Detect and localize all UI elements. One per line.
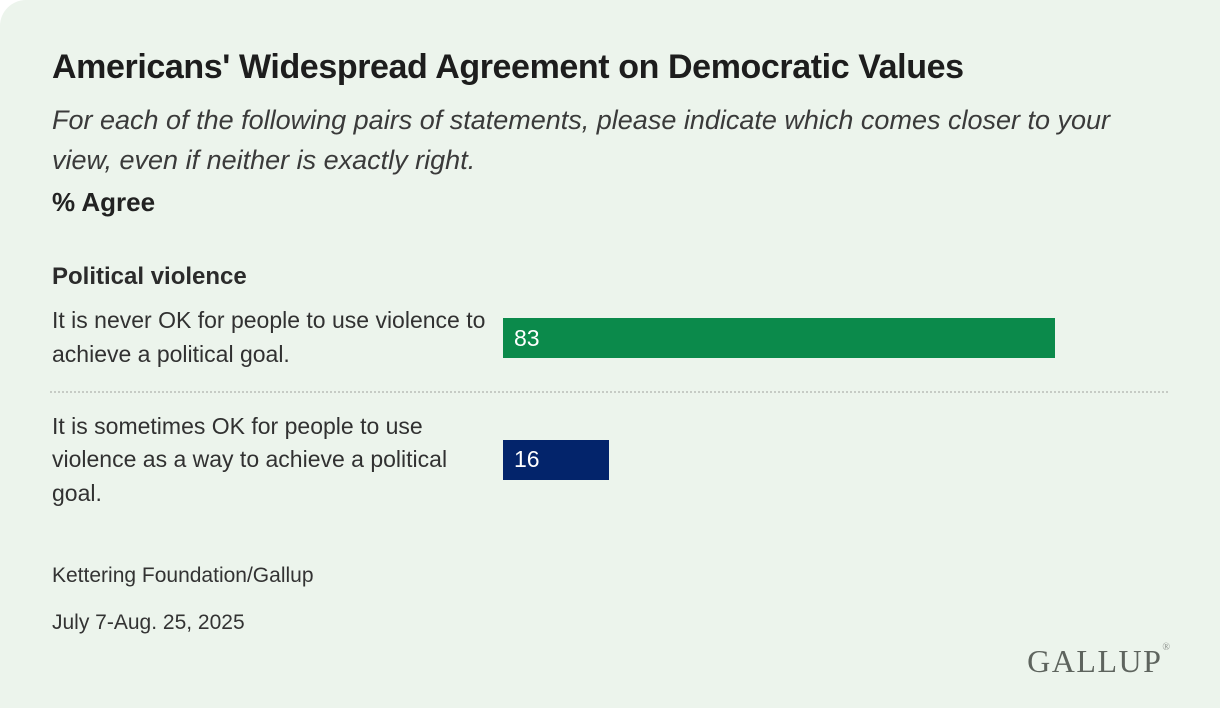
registered-trademark-icon: ® [1162, 642, 1170, 653]
source-attribution: Kettering Foundation/Gallup [52, 564, 314, 588]
bar-value-label: 83 [514, 324, 540, 351]
page-title: Americans' Widespread Agreement on Democ… [52, 48, 964, 86]
gallup-logo: GALLUP® [1027, 643, 1170, 680]
measure-label: % Agree [52, 187, 156, 218]
chart-content: Americans' Widespread Agreement on Democ… [50, 48, 1168, 635]
bar-sometimes-ok: 16 [503, 439, 610, 480]
bar-row-never-ok: It is never OK for people to use violenc… [52, 304, 1168, 371]
bar-value-label: 16 [514, 446, 540, 473]
survey-date-range: July 7-Aug. 25, 2025 [52, 611, 245, 635]
bar-row-sometimes-ok: It is sometimes OK for people to use vio… [52, 410, 1168, 511]
bar-track: 83 [503, 318, 1168, 359]
bar-track: 16 [503, 439, 1168, 480]
bar-never-ok: 83 [503, 318, 1055, 359]
bar-row-label: It is sometimes OK for people to use vio… [52, 412, 448, 506]
gallup-logo-text: GALLUP [1027, 643, 1163, 679]
chart-subtitle: For each of the following pairs of state… [52, 105, 1111, 175]
bar-row-label: It is never OK for people to use violenc… [52, 307, 486, 368]
row-divider [50, 390, 1168, 393]
category-group-label: Political violence [52, 263, 247, 291]
